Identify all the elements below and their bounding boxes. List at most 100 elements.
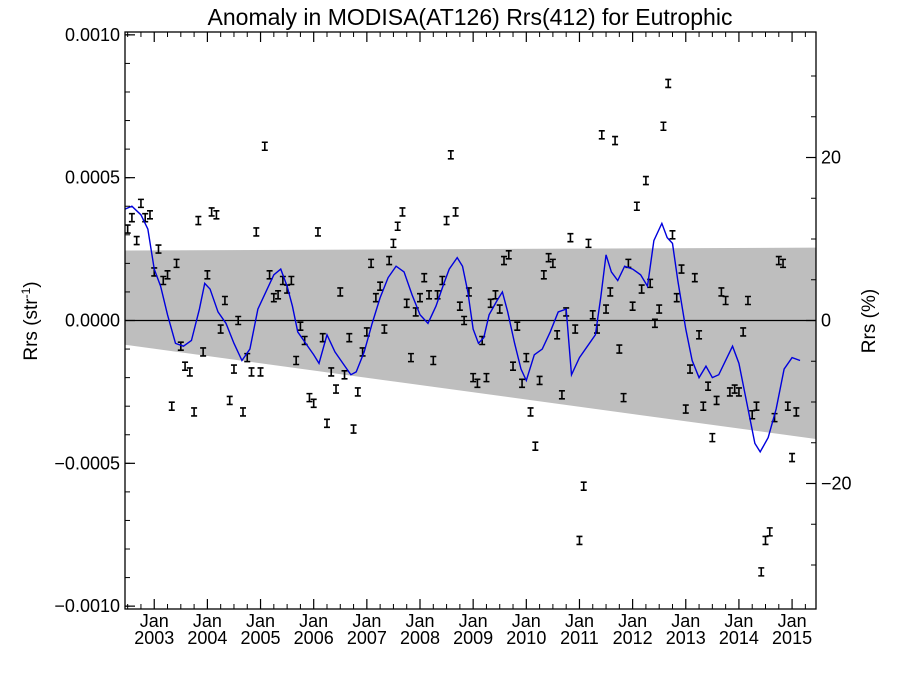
y-axis-label-left-sup: -1	[19, 287, 33, 298]
data-point	[128, 212, 135, 223]
data-point	[722, 295, 729, 306]
data-point	[372, 292, 379, 303]
data-point	[709, 432, 716, 443]
data-point	[523, 352, 530, 363]
data-point	[572, 324, 579, 334]
data-point	[519, 378, 526, 389]
data-point	[257, 367, 264, 377]
data-point	[549, 258, 556, 269]
data-point	[678, 264, 685, 274]
data-point	[505, 250, 512, 260]
x-tick-label-month: Jan	[618, 611, 647, 631]
x-tick-label-year: 2006	[294, 628, 334, 648]
data-point	[793, 407, 800, 417]
data-point	[430, 355, 437, 366]
data-point	[691, 272, 698, 283]
data-point	[146, 210, 153, 220]
x-tick-label-month: Jan	[512, 611, 541, 631]
data-point	[337, 287, 344, 297]
data-point	[403, 298, 410, 309]
y-axis-label-left-end: )	[21, 281, 42, 287]
data-point	[766, 527, 773, 537]
y-tick-label-left: −0.0005	[54, 453, 120, 473]
data-point	[696, 329, 703, 340]
data-point	[381, 324, 388, 334]
data-point	[673, 292, 680, 303]
data-point	[354, 387, 361, 397]
x-tick-label-month: Jan	[405, 611, 434, 631]
data-point	[434, 289, 441, 300]
x-tick-label-year: 2011	[560, 628, 599, 648]
x-tick-label-month: Jan	[459, 611, 488, 631]
data-point	[253, 227, 260, 237]
data-point	[447, 150, 454, 160]
data-point	[784, 401, 791, 411]
x-tick-label-month: Jan	[140, 611, 169, 631]
data-point	[160, 275, 167, 286]
data-point	[656, 304, 663, 314]
data-point	[182, 361, 189, 372]
data-point	[753, 401, 760, 411]
data-point	[620, 392, 627, 403]
data-point	[452, 207, 459, 217]
data-point	[407, 352, 414, 363]
data-point	[297, 321, 304, 332]
data-point	[306, 392, 313, 403]
data-point	[230, 364, 237, 374]
data-point	[731, 384, 738, 394]
data-point	[439, 275, 446, 286]
data-point	[168, 401, 175, 411]
data-point	[461, 315, 468, 326]
uncertainty-band	[125, 247, 816, 440]
x-tick-label-year: 2013	[666, 628, 706, 648]
data-point	[200, 347, 207, 357]
data-point	[669, 230, 676, 240]
chart-title: Anomaly in MODISA(AT126) Rrs(412) for Eu…	[208, 4, 733, 30]
y-tick-label-left: 0.0010	[65, 25, 120, 45]
data-point	[713, 395, 720, 406]
data-point	[248, 367, 255, 377]
data-point	[735, 387, 742, 397]
data-points	[125, 78, 800, 577]
data-point	[328, 367, 335, 377]
data-point	[483, 372, 490, 383]
x-tick-label-year: 2003	[134, 628, 174, 648]
data-point	[217, 324, 224, 334]
data-point	[687, 364, 694, 374]
data-point	[540, 269, 547, 280]
y-tick-label-left: 0.0000	[65, 311, 120, 331]
x-tick-label-month: Jan	[352, 611, 381, 631]
x-tick-label-year: 2005	[241, 628, 281, 648]
data-point	[775, 255, 782, 266]
y-tick-label-left: 0.0005	[65, 168, 120, 188]
data-point	[195, 215, 202, 226]
data-point	[310, 398, 317, 409]
data-point	[589, 309, 596, 320]
data-point	[603, 304, 610, 314]
data-point	[394, 221, 401, 232]
data-point	[558, 389, 565, 400]
y-tick-label-right: −20	[821, 473, 852, 493]
data-point	[762, 535, 769, 546]
data-point	[293, 355, 300, 366]
data-point	[758, 567, 765, 577]
x-tick-label-year: 2007	[347, 628, 387, 648]
data-point	[270, 292, 277, 303]
y-axis-label-left: Rrs (str-1)	[19, 281, 42, 360]
data-point	[496, 304, 503, 314]
data-point	[510, 361, 517, 372]
data-point	[288, 275, 295, 286]
y-tick-label-right: 0	[821, 311, 831, 331]
data-point	[682, 404, 689, 414]
data-point	[443, 215, 450, 226]
data-point	[633, 201, 640, 212]
data-point	[240, 407, 247, 417]
data-point	[226, 395, 233, 406]
data-point	[598, 130, 605, 140]
data-point	[333, 384, 340, 394]
data-point	[323, 418, 330, 429]
x-tick-label-year: 2010	[506, 628, 546, 648]
data-point	[377, 281, 384, 292]
data-point	[314, 227, 321, 237]
data-point	[173, 258, 180, 269]
